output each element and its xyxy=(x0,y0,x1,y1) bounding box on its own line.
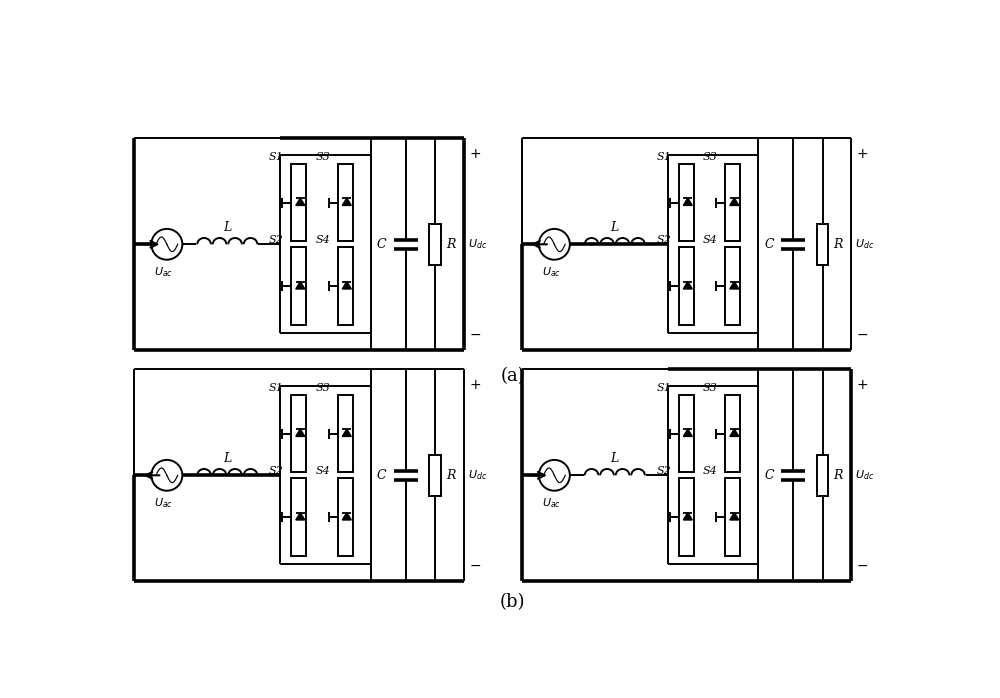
Polygon shape xyxy=(342,429,351,436)
Text: +: + xyxy=(469,378,481,392)
Text: S1: S1 xyxy=(269,383,284,392)
Bar xyxy=(338,247,353,325)
Bar xyxy=(338,478,353,556)
Text: (a): (a) xyxy=(500,367,525,385)
Text: (b): (b) xyxy=(500,593,525,611)
Bar xyxy=(817,223,828,265)
Polygon shape xyxy=(683,198,692,205)
Text: C: C xyxy=(377,238,387,251)
Polygon shape xyxy=(683,281,692,289)
Text: $U_{dc}$: $U_{dc}$ xyxy=(468,468,487,482)
Text: S4: S4 xyxy=(703,466,718,476)
Text: S4: S4 xyxy=(315,466,330,476)
Text: $U_{dc}$: $U_{dc}$ xyxy=(855,468,874,482)
Text: S1: S1 xyxy=(656,383,671,392)
Text: −: − xyxy=(469,328,481,342)
Polygon shape xyxy=(730,281,739,289)
Text: S4: S4 xyxy=(703,235,718,245)
Bar xyxy=(291,164,306,242)
Polygon shape xyxy=(683,429,692,436)
Text: L: L xyxy=(611,452,619,466)
Bar xyxy=(291,395,306,473)
Bar xyxy=(338,395,353,473)
Text: C: C xyxy=(764,469,774,482)
Bar xyxy=(725,164,740,242)
Text: +: + xyxy=(857,147,868,161)
Bar xyxy=(725,247,740,325)
Bar xyxy=(429,454,441,496)
Text: +: + xyxy=(857,378,868,392)
Bar xyxy=(679,395,694,473)
Bar xyxy=(291,478,306,556)
Text: S3: S3 xyxy=(703,383,718,392)
Text: R: R xyxy=(834,469,843,482)
Text: $U_{ac}$: $U_{ac}$ xyxy=(154,265,173,279)
Text: S2: S2 xyxy=(656,235,671,245)
Text: S3: S3 xyxy=(703,151,718,161)
Text: $U_{ac}$: $U_{ac}$ xyxy=(154,496,173,510)
Polygon shape xyxy=(296,512,305,520)
Text: C: C xyxy=(377,469,387,482)
Text: S2: S2 xyxy=(656,466,671,476)
Text: S4: S4 xyxy=(315,235,330,245)
Text: L: L xyxy=(611,221,619,235)
Bar xyxy=(817,454,828,496)
Bar xyxy=(679,164,694,242)
Polygon shape xyxy=(342,281,351,289)
Polygon shape xyxy=(730,512,739,520)
Text: R: R xyxy=(446,469,455,482)
Polygon shape xyxy=(342,198,351,205)
Text: S1: S1 xyxy=(269,151,284,161)
Text: $U_{ac}$: $U_{ac}$ xyxy=(542,496,561,510)
Text: S3: S3 xyxy=(315,383,330,392)
Bar xyxy=(291,247,306,325)
Bar xyxy=(429,223,441,265)
Text: $U_{ac}$: $U_{ac}$ xyxy=(542,265,561,279)
Text: +: + xyxy=(469,147,481,161)
Polygon shape xyxy=(296,281,305,289)
Bar xyxy=(338,164,353,242)
Bar xyxy=(679,478,694,556)
Text: S2: S2 xyxy=(269,235,284,245)
Text: −: − xyxy=(469,559,481,573)
Text: C: C xyxy=(764,238,774,251)
Polygon shape xyxy=(730,198,739,205)
Text: S2: S2 xyxy=(269,466,284,476)
Polygon shape xyxy=(683,512,692,520)
Bar xyxy=(679,247,694,325)
Text: L: L xyxy=(223,452,231,466)
Polygon shape xyxy=(730,429,739,436)
Text: S3: S3 xyxy=(315,151,330,161)
Bar xyxy=(725,478,740,556)
Polygon shape xyxy=(342,512,351,520)
Text: −: − xyxy=(857,328,868,342)
Bar xyxy=(725,395,740,473)
Polygon shape xyxy=(296,198,305,205)
Text: R: R xyxy=(446,238,455,251)
Text: $U_{dc}$: $U_{dc}$ xyxy=(468,237,487,251)
Text: L: L xyxy=(223,221,231,235)
Polygon shape xyxy=(296,429,305,436)
Text: S1: S1 xyxy=(656,151,671,161)
Text: $U_{dc}$: $U_{dc}$ xyxy=(855,237,874,251)
Text: R: R xyxy=(834,238,843,251)
Text: −: − xyxy=(857,559,868,573)
